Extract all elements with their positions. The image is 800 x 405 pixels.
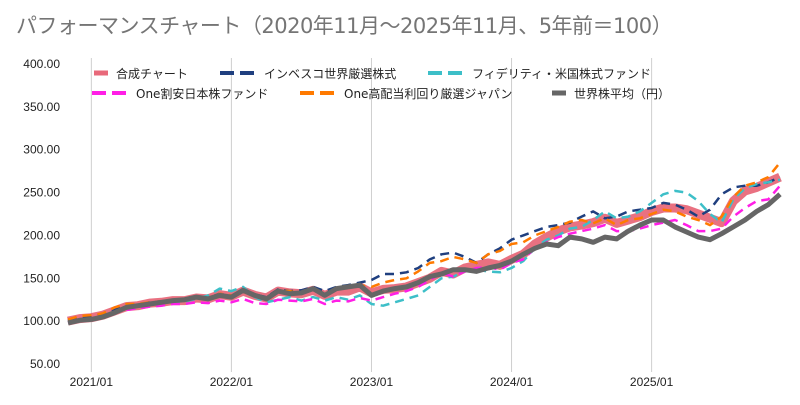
legend-label: フィデリティ・米国株式ファンド bbox=[472, 66, 651, 81]
series-line-4 bbox=[67, 161, 781, 321]
series-lines bbox=[67, 161, 782, 326]
series-line-3 bbox=[67, 184, 781, 325]
y-tick-label: 50.00 bbox=[30, 357, 60, 371]
legend-item-2[interactable]: フィデリティ・米国株式ファンド bbox=[428, 66, 651, 81]
y-tick-label: 300.00 bbox=[23, 143, 60, 157]
x-tick-label: 2025/01 bbox=[630, 375, 674, 389]
legend-item-4[interactable]: One高配当利回り厳選ジャパン bbox=[300, 86, 512, 101]
y-tick-label: 350.00 bbox=[23, 100, 60, 114]
y-tick-label: 250.00 bbox=[23, 186, 60, 200]
legend-label: One高配当利回り厳選ジャパン bbox=[344, 86, 512, 101]
x-axis: 2021/01 2022/01 2023/01 2024/01 2025/01 bbox=[70, 375, 674, 389]
legend-item-5[interactable]: 世界株平均（円） bbox=[552, 86, 670, 101]
series-line-5 bbox=[67, 192, 782, 326]
y-axis: 400.00 350.00 300.00 250.00 200.00 150.00 100.… bbox=[23, 57, 60, 371]
grid bbox=[90, 58, 653, 372]
legend-label: 世界株平均（円） bbox=[574, 86, 670, 101]
chart-title: パフォーマンスチャート（2020年11月～2025年11月、5年前＝100） bbox=[16, 14, 673, 38]
legend-item-3[interactable]: One割安日本株ファンド bbox=[92, 86, 268, 101]
legend-item-1[interactable]: インベスコ世界厳選株式 bbox=[220, 66, 396, 81]
y-tick-label: 150.00 bbox=[23, 271, 60, 285]
x-tick-label: 2021/01 bbox=[70, 375, 114, 389]
legend-item-0[interactable]: 合成チャート bbox=[94, 66, 188, 81]
legend-label: 合成チャート bbox=[116, 66, 188, 81]
x-tick-label: 2023/01 bbox=[350, 375, 394, 389]
y-tick-label: 400.00 bbox=[23, 57, 60, 71]
legend-label: One割安日本株ファンド bbox=[136, 86, 268, 101]
y-tick-label: 200.00 bbox=[23, 228, 60, 242]
legend-label: インベスコ世界厳選株式 bbox=[264, 66, 396, 81]
y-tick-label: 100.00 bbox=[23, 314, 60, 328]
legend: 合成チャート インベスコ世界厳選株式 フィデリティ・米国株式ファンド One割安日本株… bbox=[92, 66, 670, 101]
x-tick-label: 2022/01 bbox=[210, 375, 254, 389]
x-tick-label: 2024/01 bbox=[490, 375, 534, 389]
